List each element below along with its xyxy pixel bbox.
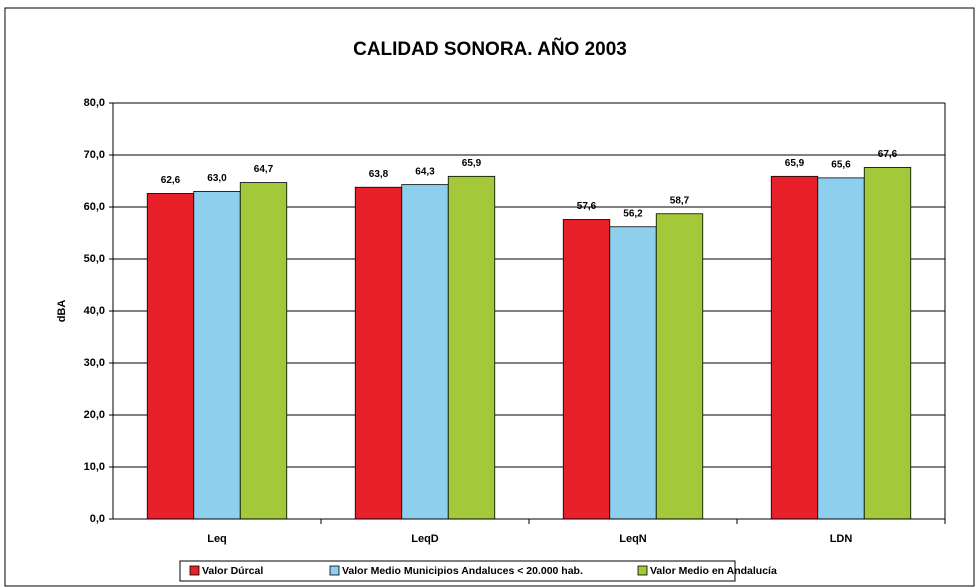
legend-label: Valor Medio Municipios Andaluces < 20.00… xyxy=(342,565,583,577)
value-label: 63,8 xyxy=(369,169,389,180)
bar xyxy=(146,193,195,520)
bar xyxy=(193,190,241,520)
value-label: 56,2 xyxy=(623,208,643,219)
x-tick-label: LeqD xyxy=(411,533,439,545)
y-axis-label: dBA xyxy=(56,300,68,323)
bar xyxy=(401,184,449,520)
y-tick-label: 60,0 xyxy=(84,201,105,213)
legend-swatch xyxy=(329,565,340,576)
legend-box xyxy=(179,560,736,582)
value-label: 65,6 xyxy=(831,160,851,171)
bar xyxy=(354,186,403,520)
y-tick-label: 70,0 xyxy=(84,149,105,161)
value-label: 64,7 xyxy=(254,164,274,175)
value-label: 63,0 xyxy=(207,173,227,184)
value-label: 67,6 xyxy=(878,149,898,160)
legend-label: Valor Medio en Andalucía xyxy=(650,565,777,577)
value-label: 62,6 xyxy=(161,175,181,186)
legend-label: Valor Dúrcal xyxy=(202,565,263,577)
bar xyxy=(239,182,288,520)
value-label: 65,9 xyxy=(462,158,482,169)
y-tick-label: 30,0 xyxy=(84,357,105,369)
chart-title: CALIDAD SONORA. AÑO 2003 xyxy=(353,38,627,60)
bar xyxy=(447,175,496,520)
y-tick-label: 50,0 xyxy=(84,253,105,265)
legend-swatch xyxy=(637,565,648,576)
value-label: 57,6 xyxy=(577,201,597,212)
y-tick-label: 80,0 xyxy=(84,97,105,109)
bar xyxy=(817,177,865,520)
legend-swatch xyxy=(189,565,200,576)
bar xyxy=(863,167,912,520)
x-tick-label: LeqN xyxy=(619,533,647,545)
x-tick-label: Leq xyxy=(207,533,227,545)
bar xyxy=(770,175,819,520)
y-tick-label: 0,0 xyxy=(90,513,105,525)
bar xyxy=(609,226,657,520)
bar xyxy=(562,219,611,520)
value-label: 58,7 xyxy=(670,195,690,206)
x-tick-label: LDN xyxy=(830,533,853,545)
y-tick-label: 10,0 xyxy=(84,461,105,473)
bar xyxy=(655,213,704,520)
value-label: 65,9 xyxy=(785,158,805,169)
value-label: 64,3 xyxy=(415,166,435,177)
y-tick-label: 20,0 xyxy=(84,409,105,421)
y-tick-label: 40,0 xyxy=(84,305,105,317)
